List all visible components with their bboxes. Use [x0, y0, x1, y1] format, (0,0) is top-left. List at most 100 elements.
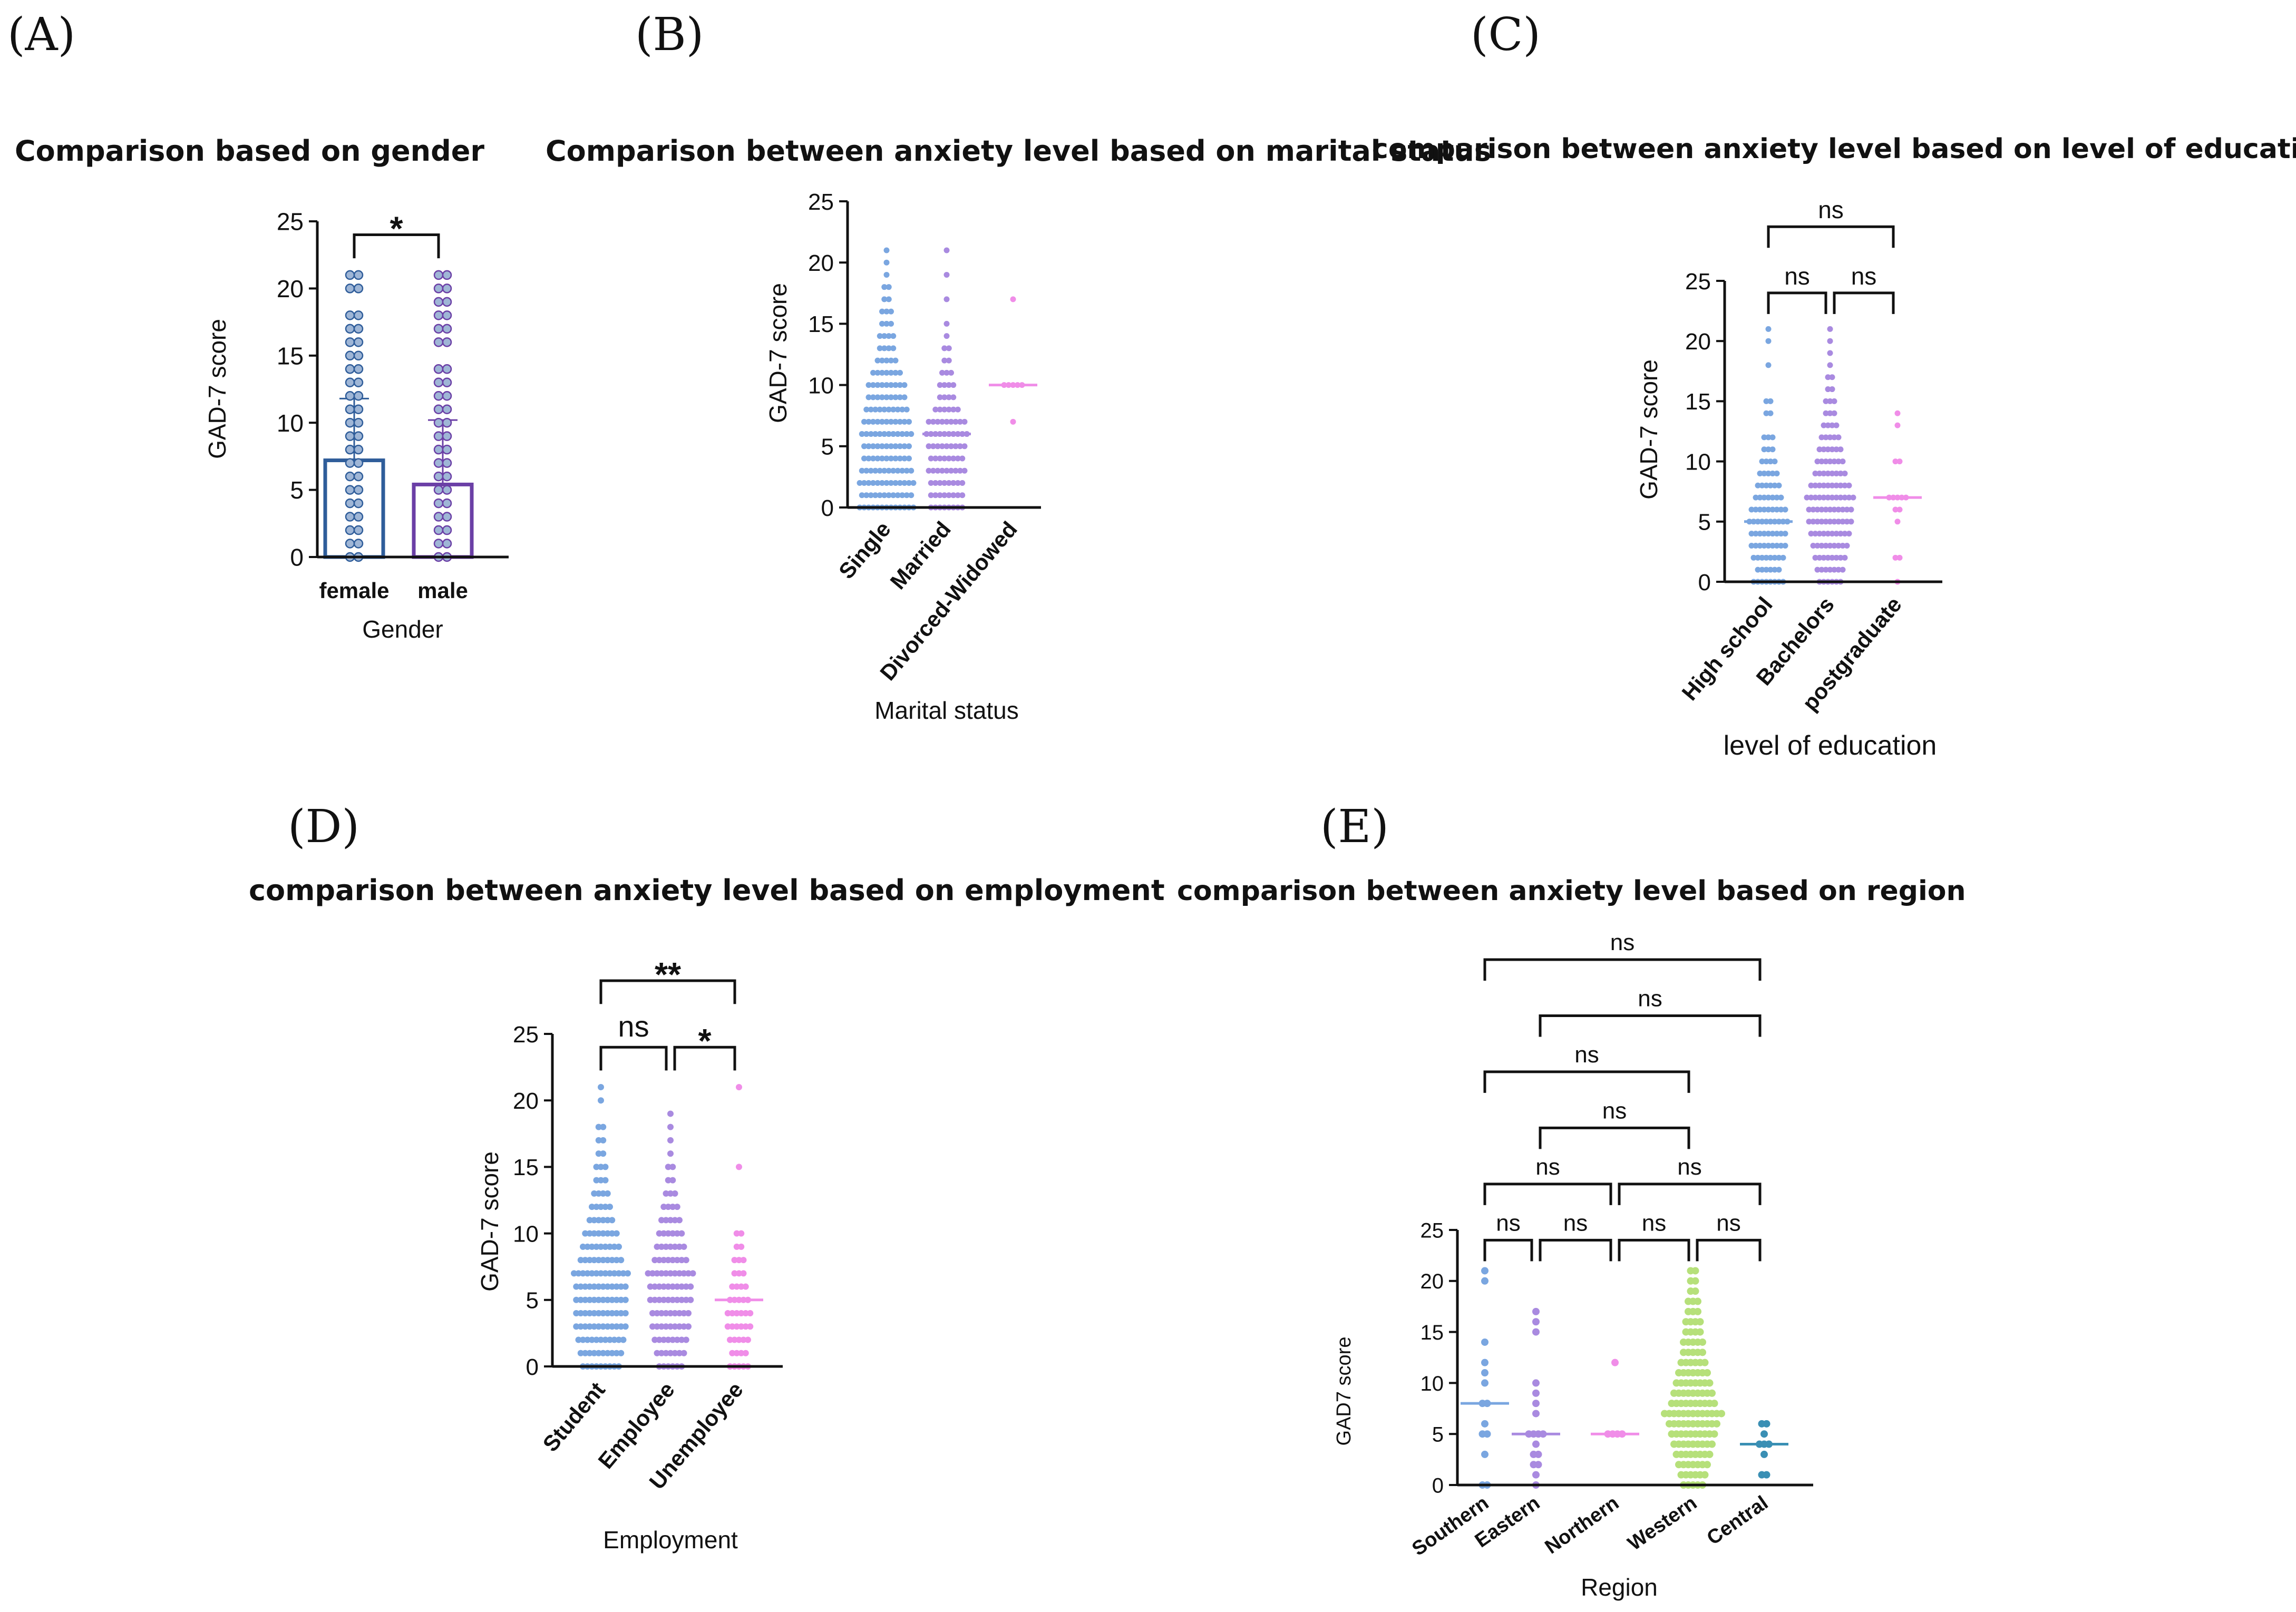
data-point-Student: [595, 1150, 602, 1157]
data-point-Unemployee: [738, 1243, 745, 1250]
data-point-Employee: [680, 1323, 687, 1330]
data-point-High school: [1763, 458, 1769, 465]
data-point-Employee: [660, 1257, 667, 1264]
data-point-Student: [591, 1257, 598, 1264]
data-point-Student: [580, 1336, 586, 1343]
data-point-male: [442, 525, 452, 535]
data-point-Bachelors: [1835, 506, 1842, 513]
y-tick-label: 25: [1685, 269, 1711, 295]
data-point-Bachelors: [1810, 519, 1816, 525]
data-point-Student: [573, 1283, 580, 1290]
data-point-Student: [622, 1283, 629, 1290]
data-point-Employee: [672, 1243, 678, 1250]
data-point-Single: [870, 455, 876, 462]
data-point-Single: [894, 492, 901, 499]
significance-bracket: [1618, 1238, 1690, 1262]
data-point-Single: [888, 382, 894, 388]
data-point-High school: [1769, 531, 1776, 537]
data-point-Student: [607, 1204, 613, 1210]
data-point-Student: [600, 1283, 607, 1290]
data-point-Employee: [665, 1204, 672, 1210]
data-point-male: [442, 364, 452, 374]
data-point-female: [353, 390, 364, 401]
data-point-Married: [946, 345, 952, 351]
data-point-Single: [874, 455, 881, 462]
data-point-Bachelors: [1825, 482, 1831, 489]
panel-d-x-axis-label: Employment: [603, 1526, 738, 1554]
data-point-female: [353, 350, 364, 361]
data-point-Bachelors: [1833, 554, 1840, 561]
data-point-Unemployee: [729, 1323, 736, 1330]
data-point-Single: [879, 357, 885, 364]
data-point-High school: [1767, 566, 1774, 573]
data-point-Employee: [674, 1296, 680, 1303]
data-point-Single: [892, 369, 899, 376]
data-point-Bachelors: [1842, 482, 1848, 489]
data-point-Employee: [667, 1350, 674, 1356]
data-point-Bachelors: [1808, 482, 1814, 489]
data-point-Unemployee: [747, 1323, 754, 1330]
data-point-male: [442, 404, 452, 414]
data-point-Single: [883, 480, 890, 486]
data-point-Bachelors: [1821, 470, 1827, 476]
data-point-Unemployee: [733, 1243, 740, 1250]
data-point-male: [442, 310, 452, 320]
data-point-Single: [908, 431, 914, 437]
data-point-female: [345, 350, 355, 361]
data-point-Employee: [674, 1283, 680, 1290]
data-point-Married: [928, 455, 934, 462]
data-point-Single: [897, 455, 903, 462]
data-point-Student: [607, 1336, 613, 1343]
significance-label: ns: [1784, 262, 1810, 290]
data-point-female: [353, 404, 364, 414]
data-point-Married: [946, 492, 952, 499]
data-point-Unemployee: [733, 1310, 740, 1317]
data-point-Student: [598, 1177, 604, 1184]
panel-b: (B) Comparison between anxiety level bas…: [546, 8, 1491, 724]
data-point-Bachelors: [1840, 458, 1846, 465]
data-point-Student: [604, 1283, 611, 1290]
data-point-Married: [930, 467, 936, 474]
data-point-High school: [1763, 410, 1769, 416]
data-point-Bachelors: [1827, 338, 1833, 344]
data-point-Student: [611, 1336, 618, 1343]
data-point-Western: [1708, 1440, 1716, 1448]
data-point-Unemployee: [729, 1283, 736, 1290]
data-point-female: [353, 525, 364, 535]
data-point-High school: [1778, 506, 1784, 513]
data-point-High school: [1774, 494, 1780, 501]
data-point-High school: [1763, 398, 1769, 404]
data-point-male: [442, 444, 452, 455]
data-point-Bachelors: [1818, 458, 1825, 465]
data-point-Single: [865, 443, 872, 450]
data-point-Central: [1760, 1430, 1768, 1438]
data-point-female: [345, 390, 355, 401]
data-point-High school: [1765, 531, 1772, 537]
data-point-Bachelors: [1812, 470, 1818, 476]
data-point-Married: [952, 443, 959, 450]
panel-e-title: comparison between anxiety level based o…: [1177, 875, 1966, 907]
data-point-Unemployee: [731, 1270, 738, 1277]
data-point-Southern: [1481, 1338, 1488, 1346]
data-point-male: [442, 337, 452, 347]
data-point-Bachelors: [1823, 566, 1829, 573]
data-point-postgraduate: [1892, 506, 1899, 513]
data-point-Student: [609, 1350, 616, 1356]
significance-bracket: [353, 233, 440, 259]
data-point-Employee: [658, 1310, 665, 1317]
data-point-Student: [600, 1150, 607, 1157]
data-point-Employee: [651, 1296, 658, 1303]
data-point-High school: [1765, 326, 1772, 332]
panel-b-y-axis-label: GAD-7 score: [764, 283, 792, 423]
data-point-Bachelors: [1816, 554, 1823, 561]
data-point-High school: [1759, 566, 1765, 573]
data-point-High school: [1769, 434, 1776, 441]
data-point-High school: [1748, 531, 1755, 537]
data-point-Single: [894, 406, 901, 413]
data-point-Bachelors: [1814, 566, 1821, 573]
data-point-Married: [928, 480, 934, 486]
data-point-High school: [1767, 554, 1774, 561]
data-point-Employee: [678, 1230, 685, 1237]
panel-c-x-axis-label: level of education: [1724, 730, 1937, 761]
y-tick-label: 25: [808, 189, 834, 215]
